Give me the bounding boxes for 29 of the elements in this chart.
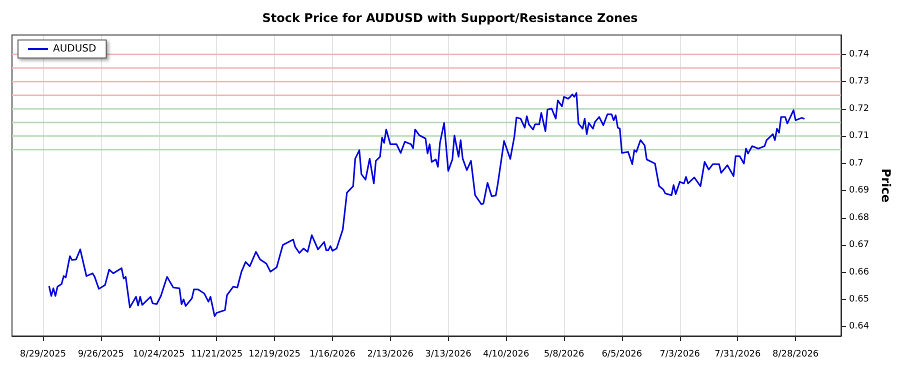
y-tick-label: 0.67 xyxy=(849,240,870,250)
y-axis-title: Price xyxy=(879,168,893,203)
x-tick-label: 7/31/2026 xyxy=(714,350,762,360)
x-tick-label: 6/5/2026 xyxy=(602,350,642,360)
y-tick-label: 0.72 xyxy=(849,104,870,114)
x-tick-label: 7/3/2026 xyxy=(660,350,700,360)
x-tick-label: 1/16/2026 xyxy=(309,350,356,360)
x-tick-label: 11/21/2025 xyxy=(190,350,243,360)
y-tick-label: 0.73 xyxy=(849,76,870,87)
x-tick-label: 8/29/2025 xyxy=(20,350,66,360)
y-tick-label: 0.65 xyxy=(849,294,870,304)
y-tick-label: 0.66 xyxy=(849,267,870,278)
x-tick-label: 8/28/2026 xyxy=(772,350,819,360)
x-tick-label: 12/19/2025 xyxy=(248,350,301,360)
x-tick-label: 10/24/2025 xyxy=(132,350,185,360)
chart-title: Stock Price for AUDUSD with Support/Resistance Zones xyxy=(262,11,638,25)
y-tick-label: 0.69 xyxy=(849,186,870,196)
x-tick-label: 3/13/2026 xyxy=(425,350,472,360)
x-tick-label: 2/13/2026 xyxy=(367,350,414,360)
legend-label: AUDUSD xyxy=(53,44,97,54)
x-tick-label: 4/10/2026 xyxy=(483,350,530,360)
y-tick-label: 0.64 xyxy=(849,322,870,332)
line-series xyxy=(48,92,805,317)
y-tick-label: 0.74 xyxy=(849,49,870,60)
y-tick-label: 0.68 xyxy=(849,212,870,223)
x-tick-label: 9/26/2025 xyxy=(78,350,124,360)
x-tick-label: 5/8/2026 xyxy=(544,350,584,360)
y-tick-label: 0.7 xyxy=(849,158,864,168)
y-tick-label: 0.71 xyxy=(849,131,870,142)
